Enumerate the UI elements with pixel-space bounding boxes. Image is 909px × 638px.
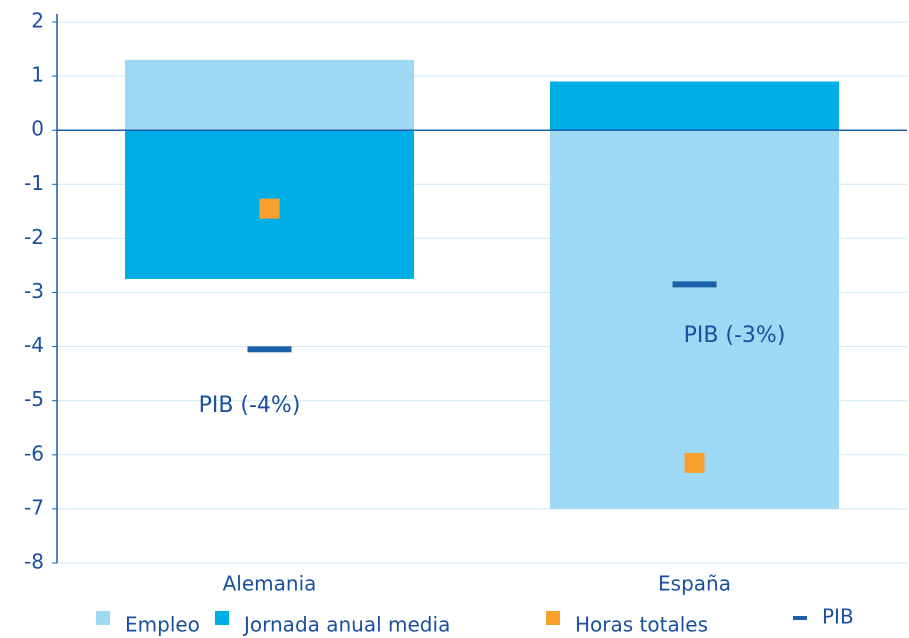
y-tick-label: -4: [24, 333, 44, 357]
legend-label: Jornada anual media: [242, 613, 450, 637]
y-tick-label: -7: [24, 495, 44, 519]
marker: [247, 346, 292, 353]
y-tick-label: -5: [24, 387, 44, 411]
bar: [550, 130, 839, 509]
y-tick-label: -3: [24, 279, 44, 303]
y-tick-label: -2: [24, 225, 44, 249]
marker: [684, 452, 705, 473]
y-tick-label: 2: [31, 9, 44, 33]
x-tick-label: Alemania: [223, 572, 317, 596]
y-tick-label: -6: [24, 441, 44, 465]
legend-label: Horas totales: [575, 613, 708, 637]
legend-swatch: [96, 611, 110, 625]
marker: [259, 198, 280, 219]
y-tick-label: -8: [24, 550, 44, 574]
y-tick-label: -1: [24, 171, 44, 195]
legend-swatch: [546, 611, 560, 625]
y-tick-label: 1: [31, 63, 44, 87]
marker: [672, 281, 717, 288]
bar: [125, 59, 414, 131]
legend-label: PIB: [822, 605, 854, 629]
x-tick-label: España: [658, 572, 731, 596]
annotation: PIB (-3%): [684, 323, 786, 348]
legend-swatch: [215, 611, 229, 625]
y-tick-label: 0: [31, 117, 44, 141]
legend-swatch: [793, 616, 807, 620]
legend-label: Empleo: [125, 613, 200, 637]
annotation: PIB (-4%): [199, 393, 301, 418]
bar: [550, 81, 839, 131]
